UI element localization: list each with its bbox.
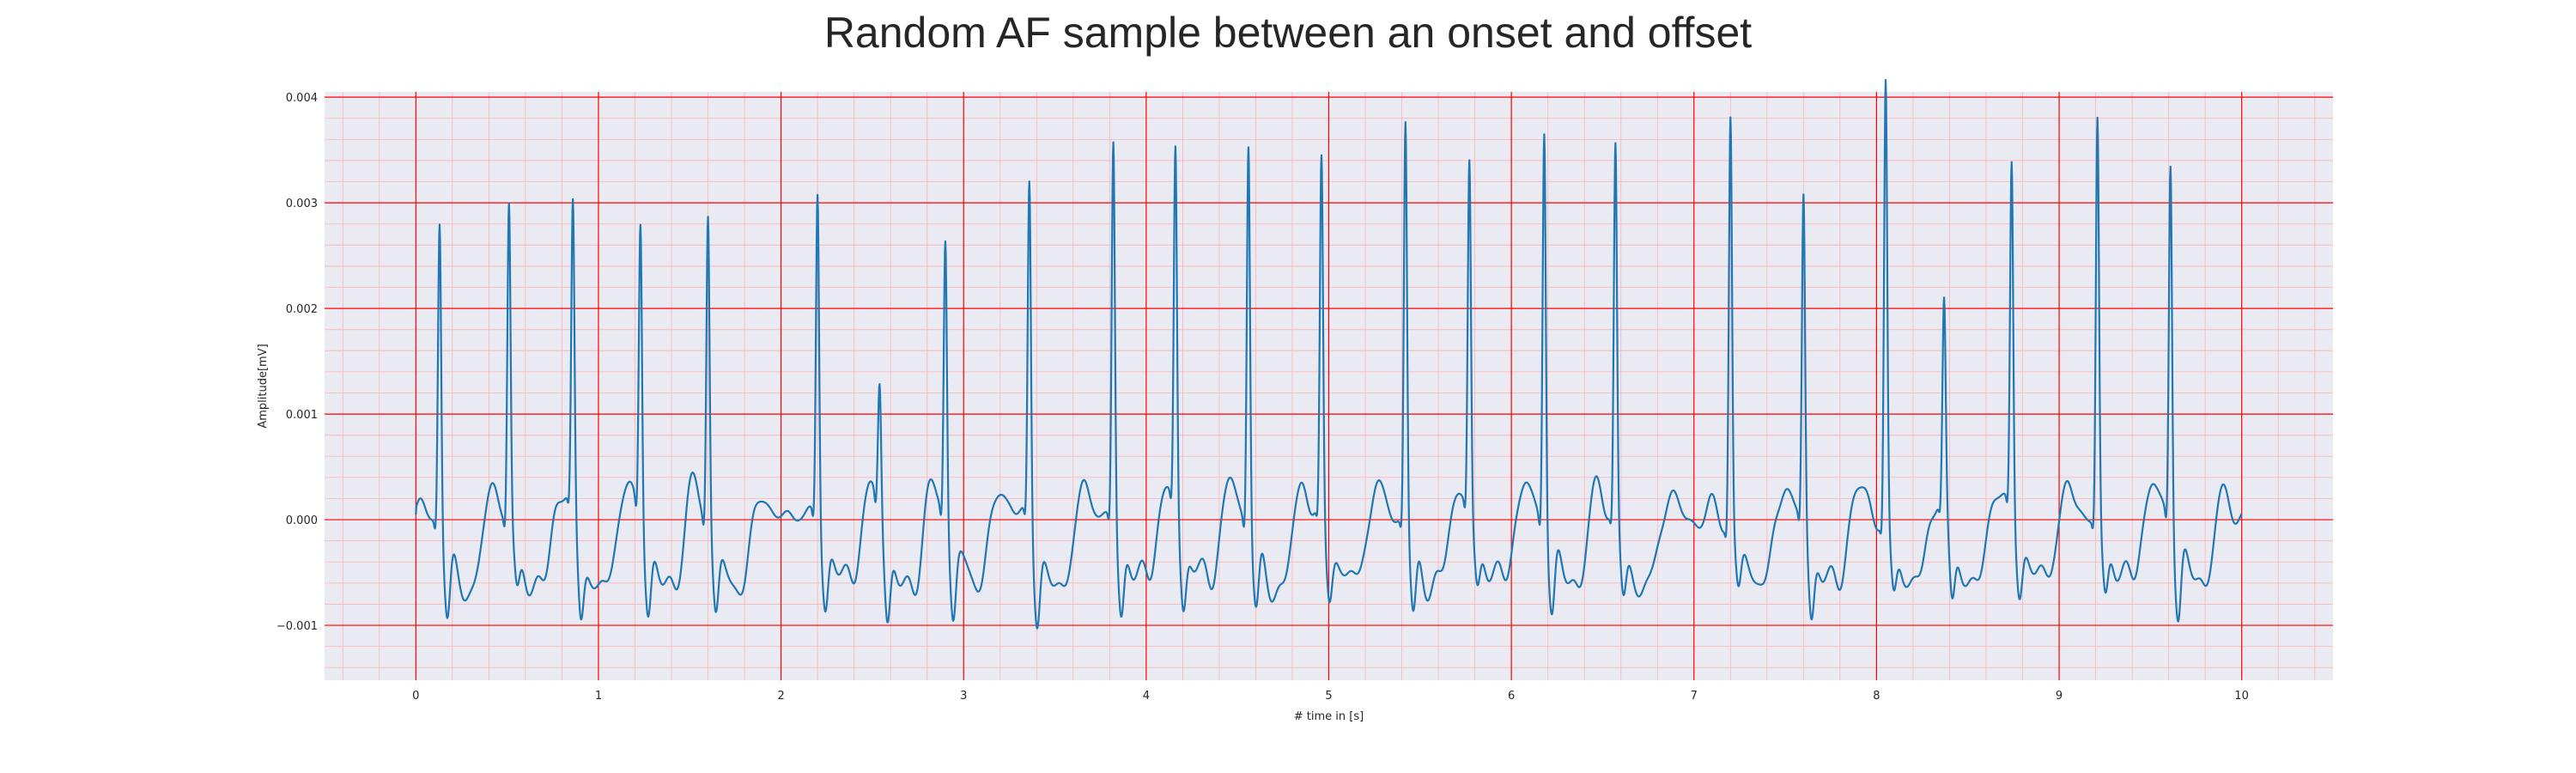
- x-tick-label: 9: [2056, 690, 2063, 703]
- x-tick-label: 5: [1325, 690, 1332, 703]
- chart-title: Random AF sample between an onset and of…: [823, 9, 1753, 57]
- y-tick-label: 0.002: [286, 303, 318, 316]
- y-tick-label: 0.004: [286, 92, 318, 105]
- y-axis-label: Amplitude[mV]: [257, 344, 270, 428]
- y-tick-label: 0.001: [286, 409, 318, 422]
- ecg-series-line: [415, 78, 2243, 630]
- x-tick-label: 6: [1508, 690, 1515, 703]
- y-tick-label: −0.001: [276, 620, 318, 633]
- x-tick-label: 10: [2234, 690, 2249, 703]
- x-tick-label: 4: [1143, 690, 1150, 703]
- x-tick-label: 1: [595, 690, 602, 703]
- x-tick-label: 8: [1873, 690, 1880, 703]
- y-axis-ticks: −0.001 0.000 0.001 0.002 0.003 0.004: [276, 92, 318, 633]
- x-tick-label: 0: [412, 690, 419, 703]
- y-tick-label: 0.000: [286, 514, 318, 527]
- x-axis-label: # time in [s]: [1294, 710, 1364, 723]
- x-tick-label: 7: [1691, 690, 1698, 703]
- y-tick-label: 0.003: [286, 198, 318, 210]
- x-tick-label: 2: [777, 690, 784, 703]
- x-tick-label: 3: [960, 690, 967, 703]
- major-grid: [325, 92, 2333, 680]
- x-axis-ticks: 0 1 2 3 4 5 6 7 8 9 10: [412, 690, 2249, 703]
